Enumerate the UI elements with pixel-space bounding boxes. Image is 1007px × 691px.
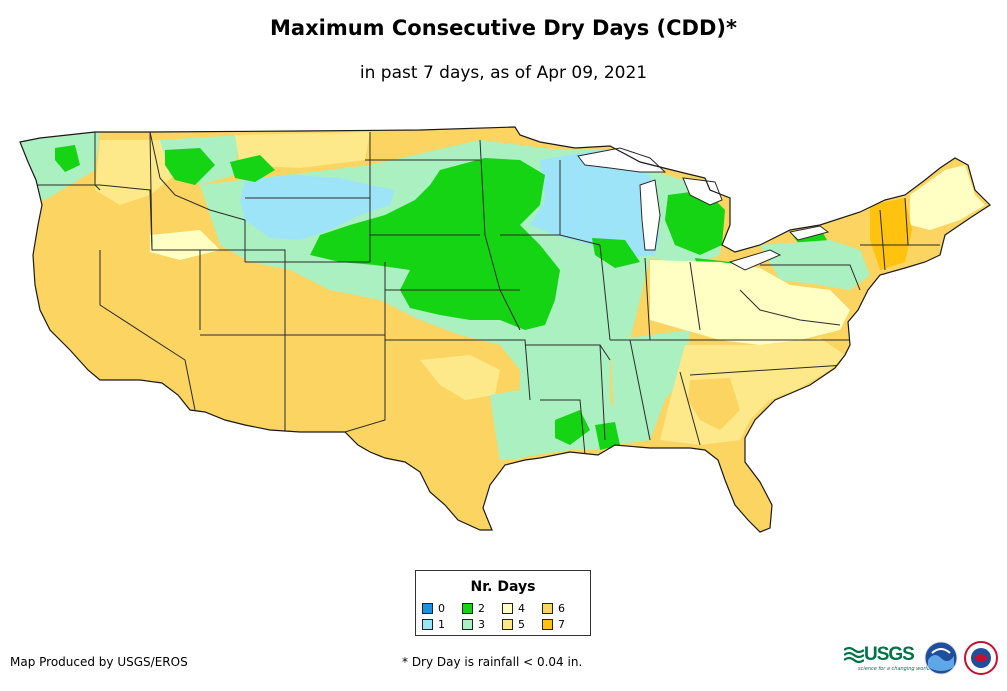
legend-title: Nr. Days <box>470 579 536 595</box>
dry-day-footnote: * Dry Day is rainfall < 0.04 in. <box>402 655 583 669</box>
legend-label: 6 <box>558 602 565 615</box>
legend-label: 7 <box>558 618 565 631</box>
legend-label: 2 <box>478 602 485 615</box>
legend-item-5: 5 <box>502 619 525 631</box>
legend-swatch <box>542 619 553 630</box>
legend-swatch <box>502 603 513 614</box>
legend-item-0: 0 <box>422 603 445 615</box>
nws-logo-icon <box>964 641 998 675</box>
legend-item-4: 4 <box>502 603 525 615</box>
noaa-logo-icon <box>924 641 958 675</box>
map-credit: Map Produced by USGS/EROS <box>10 655 188 669</box>
legend-item-7: 7 <box>542 619 565 631</box>
legend-label: 3 <box>478 618 485 631</box>
map-subtitle: in past 7 days, as of Apr 09, 2021 <box>359 63 648 83</box>
legend-swatch <box>462 603 473 614</box>
legend: Nr. Days 0 1 2 3 4 5 6 7 <box>415 570 591 636</box>
legend-label: 4 <box>518 602 525 615</box>
legend-swatch <box>542 603 553 614</box>
legend-label: 1 <box>438 618 445 631</box>
legend-item-1: 1 <box>422 619 445 631</box>
legend-item-3: 3 <box>462 619 485 631</box>
map-title: Maximum Consecutive Dry Days (CDD)* <box>270 16 737 40</box>
usgs-logo: USGS science for a changing world <box>844 644 930 672</box>
legend-item-2: 2 <box>462 603 485 615</box>
legend-item-6: 6 <box>542 603 565 615</box>
legend-swatch <box>422 619 433 630</box>
legend-swatch <box>502 619 513 630</box>
legend-swatch <box>422 603 433 614</box>
legend-swatch <box>462 619 473 630</box>
legend-label: 0 <box>438 602 445 615</box>
usgs-wave-icon <box>844 646 864 664</box>
legend-label: 5 <box>518 618 525 631</box>
